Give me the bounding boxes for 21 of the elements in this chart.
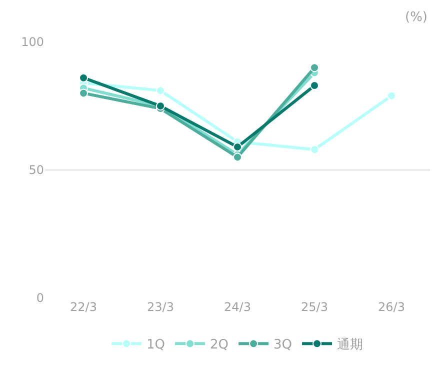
point bbox=[79, 73, 88, 82]
point bbox=[310, 63, 319, 72]
x-tick-label: 25/3 bbox=[301, 300, 328, 314]
point bbox=[79, 88, 88, 98]
x-tick-label: 24/3 bbox=[224, 300, 251, 314]
legend-label: 2Q bbox=[210, 338, 229, 353]
y-tick-label: 50 bbox=[28, 163, 44, 178]
legend-label: 通期 bbox=[337, 338, 364, 353]
point bbox=[387, 91, 396, 100]
x-tick-label: 23/3 bbox=[147, 300, 174, 314]
y-tick-label: 100 bbox=[21, 35, 44, 50]
legend-label: 3Q bbox=[274, 338, 292, 353]
y-tick-label: 0 bbox=[36, 291, 44, 306]
point bbox=[233, 152, 242, 162]
point bbox=[310, 81, 319, 90]
x-tick-label: 26/3 bbox=[378, 300, 405, 314]
point bbox=[233, 142, 242, 152]
legend-label: 1Q bbox=[146, 338, 166, 353]
x-tick-label: 22/3 bbox=[70, 300, 97, 314]
text: (%) bbox=[405, 10, 428, 25]
point bbox=[156, 86, 165, 96]
